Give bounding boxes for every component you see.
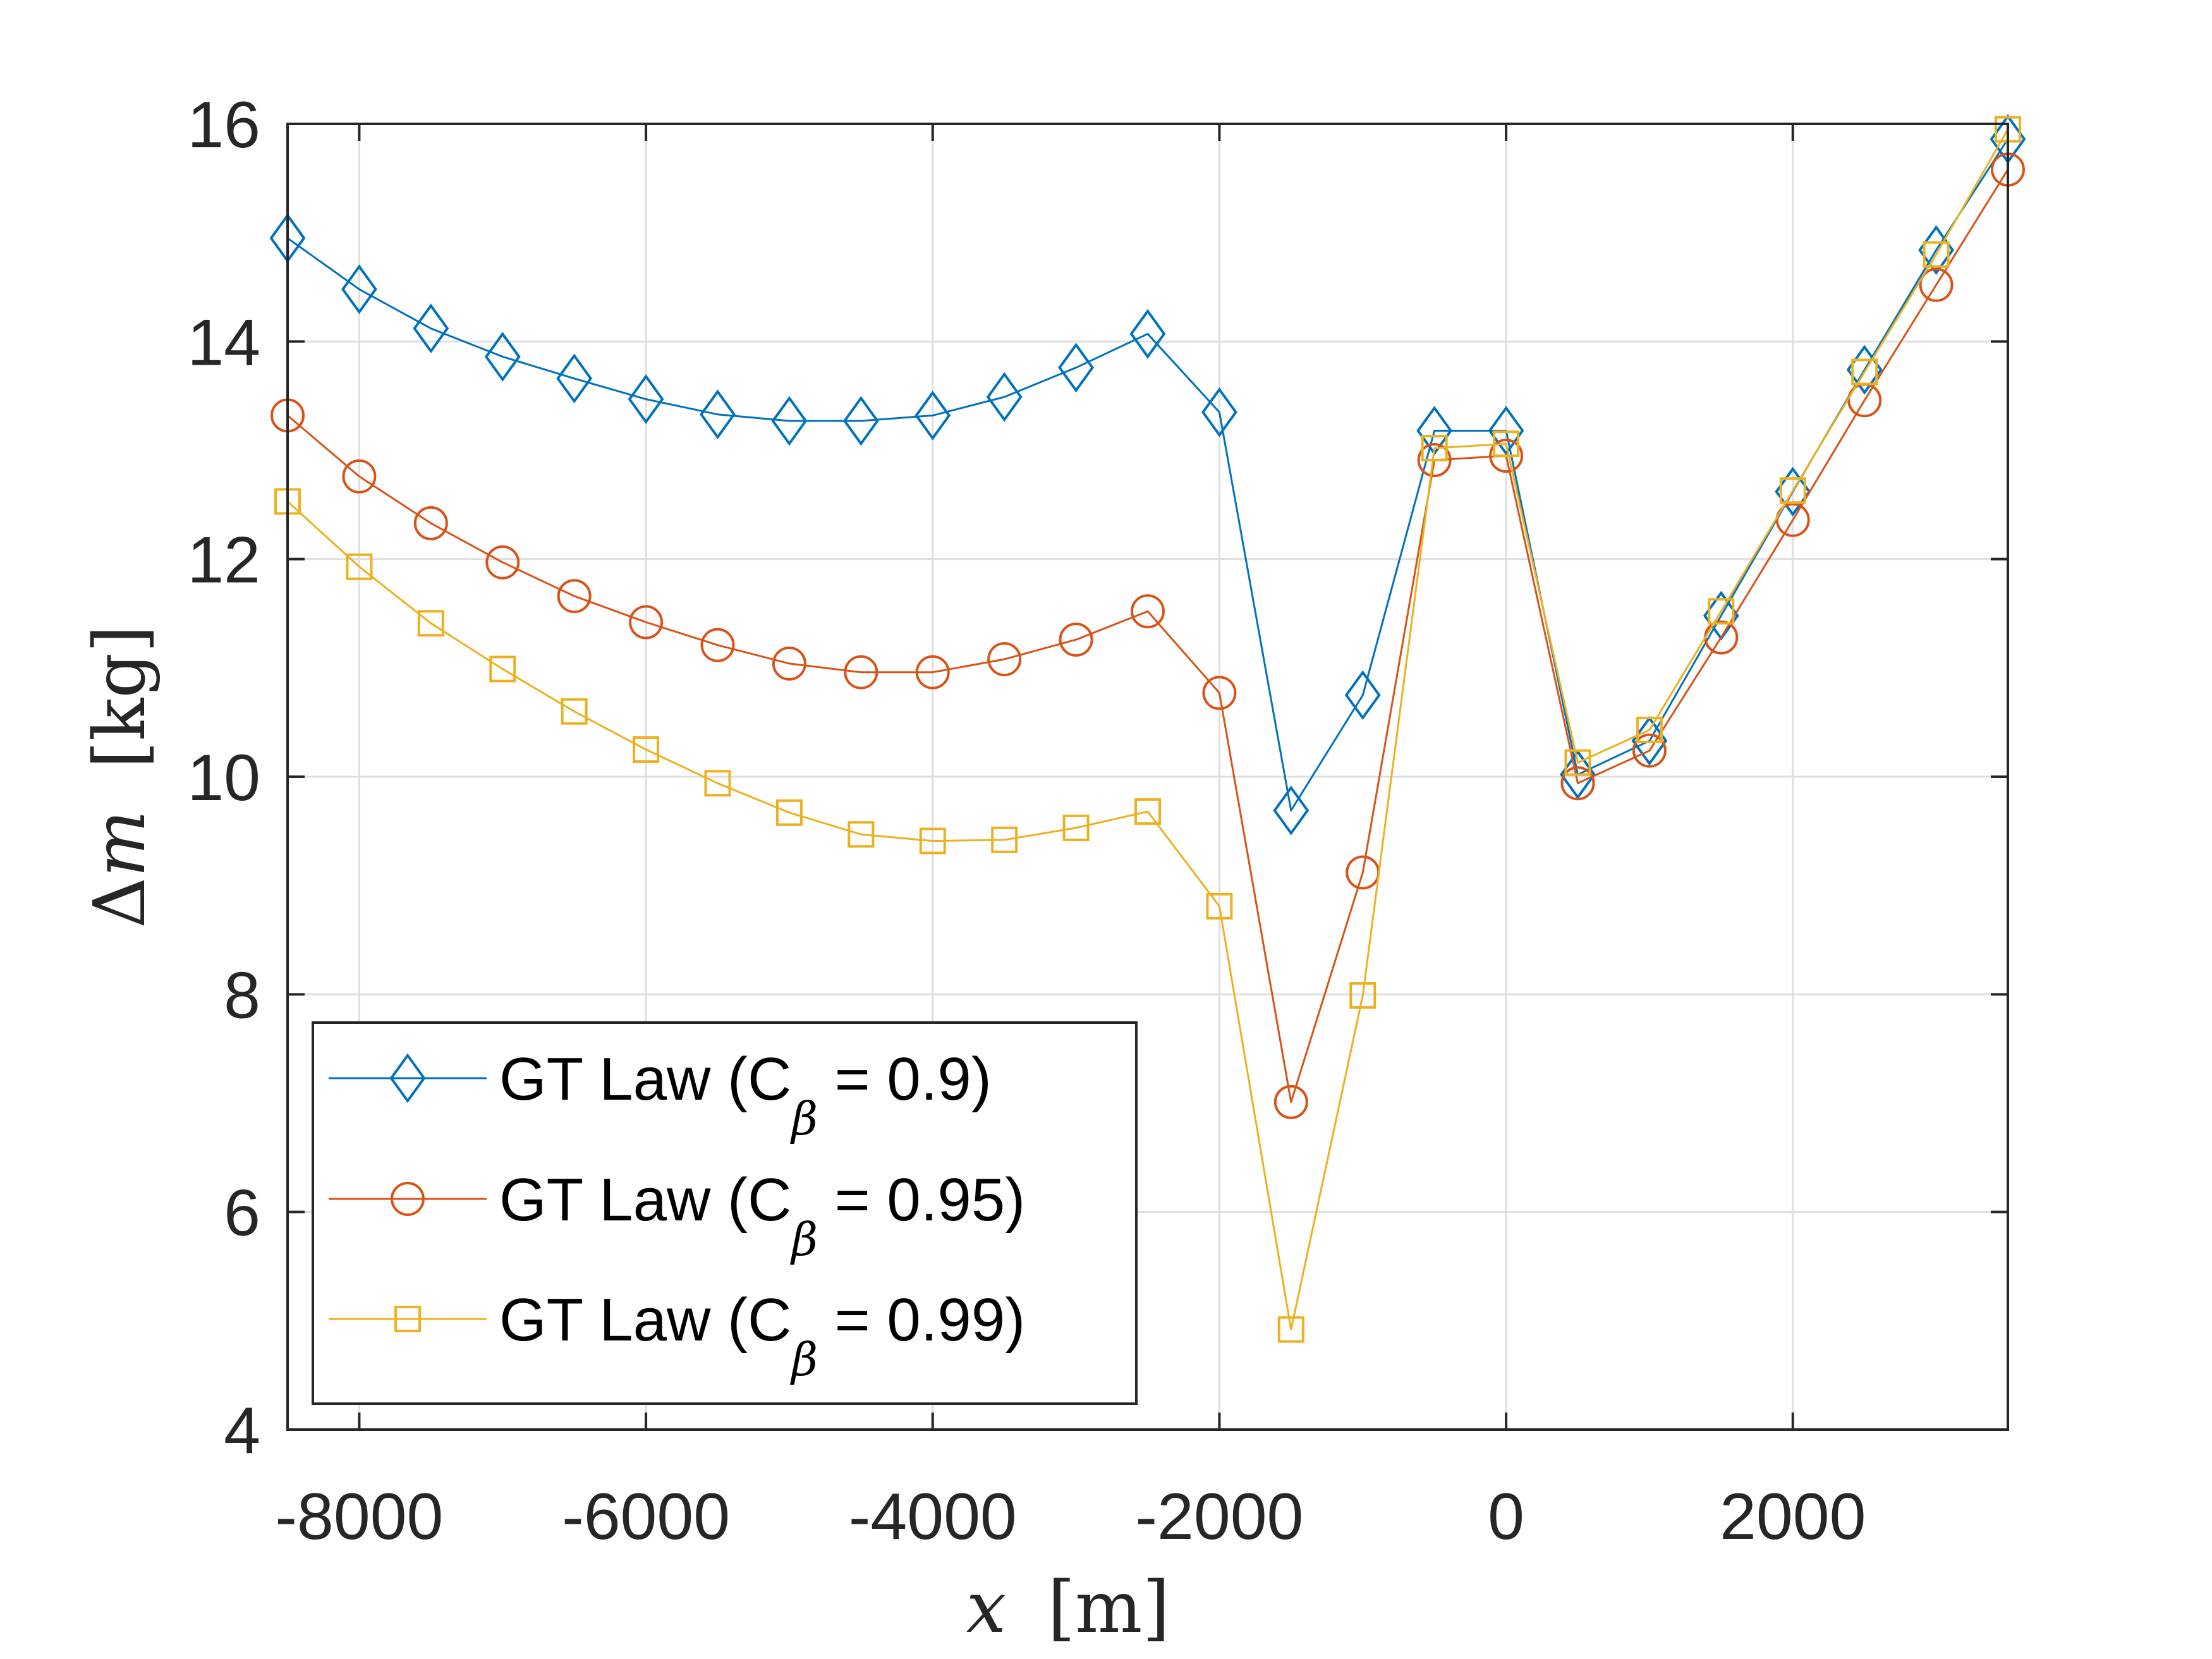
data-point-circle: [485, 545, 520, 580]
data-point-circle: [391, 1182, 425, 1216]
data-point-circle: [629, 605, 664, 640]
y-axis-unit: [kg]: [79, 625, 161, 769]
data-point-diamond: [1201, 387, 1237, 437]
data-point-circle: [1632, 733, 1667, 768]
data-point-square: [489, 655, 516, 683]
y-axis-label: Δm [kg]: [79, 625, 161, 928]
data-point-diamond: [1058, 343, 1095, 393]
data-point-circle: [1489, 439, 1524, 473]
data-point-circle: [1560, 766, 1595, 801]
data-point-diamond: [915, 390, 951, 441]
data-point-circle: [987, 642, 1022, 677]
series-line: [286, 128, 2009, 1331]
data-point-square: [1062, 814, 1090, 841]
data-point-diamond: [484, 332, 521, 382]
y-tick-label: 14: [187, 306, 260, 379]
x-tick-label: 2000: [1720, 1480, 1866, 1553]
data-point-diamond: [771, 396, 808, 446]
y-tick-label: 12: [187, 524, 260, 597]
data-series: [269, 114, 2026, 1343]
data-point-circle: [1775, 502, 1810, 537]
y-axis-variable-delta: Δ: [79, 877, 161, 928]
data-point-circle: [772, 646, 806, 681]
legend-label: GT Law (Cβ = 0.9): [499, 1045, 992, 1145]
x-axis-label: x [m]: [966, 1567, 1170, 1649]
legend-entry: GT Law (Cβ = 0.9): [329, 1045, 992, 1145]
series-line: [287, 169, 2009, 1103]
data-point-circle: [844, 655, 878, 690]
data-point-circle: [1919, 267, 1954, 302]
data-point-square: [1636, 716, 1663, 743]
x-tick-label: 0: [1488, 1480, 1524, 1553]
data-point-circle: [1417, 442, 1452, 477]
x-tick-label: -4000: [849, 1480, 1017, 1553]
x-tick-label: -8000: [275, 1480, 443, 1553]
legend: GT Law (Cβ = 0.9) GT Law (Cβ = 0.95) GT La…: [312, 1021, 1138, 1405]
data-point-diamond: [1344, 670, 1381, 720]
data-point-circle: [1273, 1085, 1308, 1119]
data-point-square: [1421, 435, 1448, 462]
data-point-square: [1708, 598, 1735, 625]
y-tick-label: 8: [224, 959, 260, 1032]
data-point-square: [1134, 798, 1161, 825]
data-point-square: [1564, 749, 1591, 776]
series-square: [274, 116, 2021, 1343]
data-point-square: [1851, 358, 1878, 386]
series-line: [287, 138, 2009, 811]
data-point-diamond: [986, 372, 1023, 422]
data-point-square: [1779, 477, 1806, 504]
data-point-square: [561, 698, 588, 725]
data-point-circle: [915, 655, 950, 690]
data-point-square: [919, 827, 946, 854]
y-tick-label: 4: [224, 1394, 260, 1468]
data-point-diamond: [341, 264, 377, 315]
legend-label: GT Law (Cβ = 0.95): [499, 1166, 1025, 1266]
x-tick-label: -6000: [562, 1480, 730, 1553]
y-axis-variable-m: m: [79, 810, 161, 877]
data-point-square: [1206, 892, 1233, 920]
y-tick-label: 10: [187, 741, 260, 815]
data-point-diamond: [556, 353, 593, 404]
x-axis-variable: x: [966, 1567, 1006, 1649]
data-point-circle: [342, 459, 377, 494]
data-point-diamond: [1129, 308, 1166, 359]
legend-label: GT Law (Cβ = 0.99): [499, 1286, 1025, 1386]
data-point-circle: [1202, 676, 1237, 710]
data-point-square: [417, 610, 444, 637]
axis-ticks: -8000 -6000 -4000 -2000 0 2000 4 6 8 10 12 14 16: [187, 88, 2008, 1553]
y-tick-label: 16: [187, 88, 260, 162]
legend-entry: GT Law (Cβ = 0.99): [329, 1286, 1025, 1386]
data-point-circle: [1059, 623, 1093, 657]
series-circle: [270, 152, 2025, 1119]
data-point-square: [394, 1306, 421, 1332]
data-point-circle: [557, 579, 592, 614]
data-point-square: [1923, 241, 1950, 268]
legend-entry: GT Law (Cβ = 0.95): [329, 1166, 1025, 1266]
data-point-diamond: [389, 1053, 426, 1103]
data-point-square: [346, 553, 373, 580]
data-point-square: [1277, 1316, 1304, 1343]
data-point-diamond: [628, 374, 664, 424]
data-point-square: [991, 826, 1018, 853]
data-point-circle: [700, 628, 735, 662]
data-point-square: [704, 770, 731, 797]
data-point-square: [848, 821, 875, 848]
data-point-circle: [413, 506, 448, 540]
x-tick-label: -2000: [1135, 1480, 1303, 1553]
data-point-square: [775, 799, 803, 826]
data-point-diamond: [700, 389, 736, 440]
y-tick-label: 6: [224, 1177, 260, 1250]
data-point-diamond: [413, 303, 449, 354]
data-point-square: [1349, 982, 1376, 1009]
data-point-square: [633, 736, 660, 763]
data-point-diamond: [1488, 406, 1524, 456]
legend-box: [312, 1021, 1138, 1405]
data-point-diamond: [1273, 785, 1310, 836]
x-axis-unit: [m]: [1048, 1567, 1170, 1649]
data-point-circle: [1131, 594, 1165, 629]
data-point-diamond: [842, 396, 879, 446]
data-point-square: [1493, 430, 1520, 458]
